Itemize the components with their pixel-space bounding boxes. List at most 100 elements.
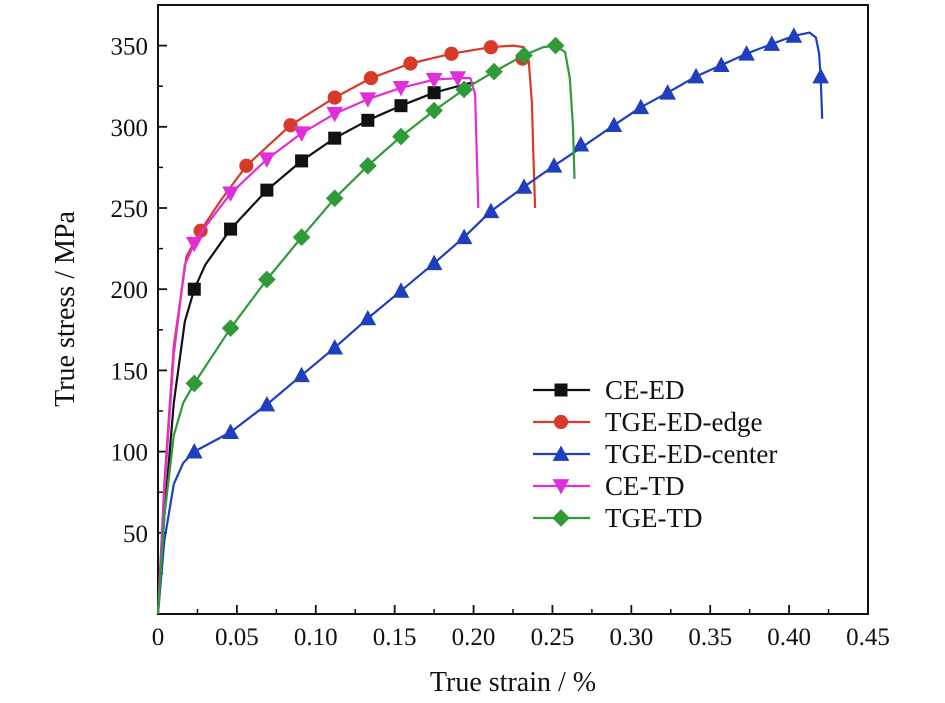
y-tick-label: 300	[111, 115, 149, 142]
data-point-triangle-down	[222, 186, 239, 202]
legend-item-tge-ed-edge: TGE-ED-edge	[533, 407, 762, 437]
data-point-circle	[239, 158, 254, 173]
data-point-circle	[553, 414, 569, 430]
data-point-triangle-up	[712, 56, 730, 72]
data-point-square	[260, 183, 274, 197]
data-point-triangle-up	[482, 202, 500, 219]
legend-item-tge-ed-center: TGE-ED-center	[533, 439, 777, 469]
series-tge-td	[156, 36, 576, 615]
data-point-triangle-up	[293, 366, 310, 383]
data-point-circle	[483, 40, 499, 55]
data-point-triangle-up	[185, 443, 203, 459]
data-point-triangle-down	[449, 71, 467, 87]
data-point-triangle-up	[785, 27, 803, 43]
series-line-tge-td	[156, 44, 576, 615]
legend-label: TGE-ED-center	[605, 439, 777, 469]
data-point-triangle-up	[258, 395, 276, 412]
series-line-tge-ed-center	[156, 31, 824, 615]
data-point-triangle-down	[552, 479, 570, 495]
series-ce-ed	[156, 81, 474, 615]
data-point-triangle-down	[293, 126, 310, 142]
plot-frame	[157, 4, 869, 615]
x-tick-label: 0.10	[294, 624, 338, 651]
x-tick-label: 0	[152, 624, 165, 651]
y-axis: 50 100 150 200 250 300 350	[111, 34, 167, 575]
data-point-triangle-up	[222, 423, 239, 439]
data-point-diamond	[485, 62, 503, 81]
x-axis-title: True strain / %	[430, 667, 596, 698]
data-point-triangle-up	[763, 35, 781, 51]
x-tick-label: 0.05	[215, 624, 259, 651]
x-tick-label: 0.25	[531, 624, 575, 651]
data-point-triangle-up	[545, 157, 563, 173]
x-tick-label: 0.35	[688, 624, 732, 651]
data-point-diamond	[425, 101, 443, 120]
data-point-triangle-up	[359, 309, 377, 326]
data-point-triangle-up	[425, 254, 443, 271]
data-point-triangle-up	[632, 98, 650, 115]
data-point-diamond	[221, 319, 240, 337]
series-line-ce-ed	[156, 81, 474, 615]
x-axis: 0 0.05 0.10 0.15 0.20 0.25 0.30 0.35 0.40 0.45	[152, 605, 890, 651]
legend-label: CE-ED	[605, 375, 684, 405]
data-point-triangle-down	[185, 236, 203, 253]
plot-area	[157, 4, 869, 615]
y-tick-label: 350	[111, 34, 149, 61]
legend-label: CE-TD	[605, 471, 684, 501]
data-point-diamond	[392, 127, 410, 146]
data-point-square	[187, 282, 201, 296]
y-axis-title: True stress / MPa	[50, 211, 81, 407]
data-point-square	[427, 86, 441, 100]
series-tge-ed-center	[156, 27, 830, 615]
x-tick-label: 0.40	[767, 624, 811, 651]
data-point-triangle-down	[258, 152, 276, 168]
x-tick-label: 0.45	[846, 624, 890, 651]
y-tick-label: 250	[111, 196, 149, 223]
x-tick-label: 0.20	[452, 624, 496, 651]
data-point-triangle-up	[738, 45, 755, 61]
data-point-diamond	[292, 228, 311, 247]
data-point-square	[224, 222, 238, 236]
legend-item-ce-td: CE-TD	[533, 471, 684, 501]
data-point-circle	[283, 118, 298, 133]
data-point-triangle-down	[425, 72, 443, 89]
data-point-diamond	[552, 509, 570, 527]
data-point-triangle-down	[392, 80, 410, 97]
series-ce-td	[156, 71, 480, 615]
data-point-triangle-up	[605, 116, 623, 133]
data-point-triangle-up	[812, 67, 830, 84]
series-tge-ed-edge	[156, 40, 537, 615]
data-point-triangle-up	[515, 178, 533, 194]
y-tick-label: 100	[111, 440, 149, 467]
data-point-circle	[403, 56, 418, 71]
data-point-triangle-up	[687, 67, 705, 84]
data-point-square	[295, 154, 309, 168]
data-point-diamond	[359, 156, 377, 175]
data-point-triangle-up	[659, 84, 676, 100]
y-tick-label: 200	[111, 277, 149, 304]
data-point-circle	[444, 46, 459, 61]
data-point-diamond	[185, 374, 204, 393]
data-point-triangle-up	[455, 228, 473, 245]
data-point-triangle-up	[572, 136, 590, 152]
y-tick-label: 50	[123, 521, 148, 548]
data-point-square	[328, 131, 342, 145]
y-tick-label: 150	[111, 358, 149, 385]
data-point-diamond	[546, 36, 565, 55]
legend-item-tge-td: TGE-TD	[533, 503, 702, 533]
legend-item-ce-ed: CE-ED	[533, 375, 684, 405]
data-point-diamond	[455, 80, 473, 99]
data-point-triangle-up	[552, 445, 570, 461]
data-point-square	[394, 99, 408, 113]
data-point-diamond	[515, 46, 533, 65]
data-point-triangle-up	[392, 282, 410, 298]
data-point-circle	[363, 70, 379, 86]
data-point-triangle-down	[359, 92, 377, 108]
legend-label: TGE-ED-edge	[605, 407, 762, 437]
data-point-diamond	[258, 270, 276, 289]
legend-label: TGE-TD	[605, 503, 702, 533]
series-layer	[156, 27, 830, 615]
x-tick-label: 0.30	[609, 624, 653, 651]
